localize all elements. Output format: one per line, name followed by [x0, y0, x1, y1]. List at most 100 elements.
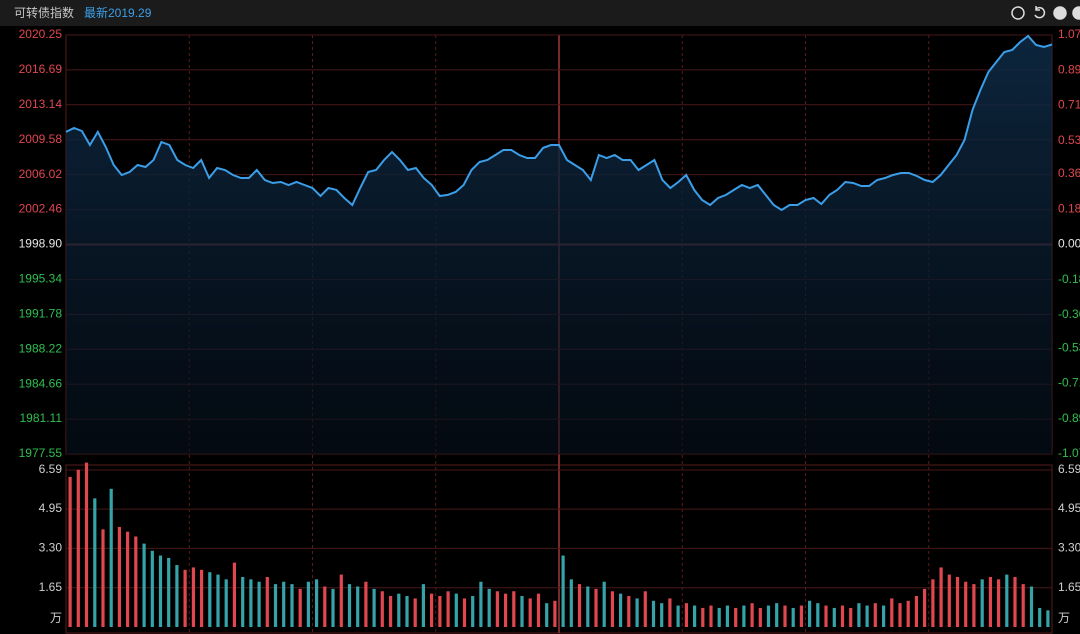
volume-bar [1021, 584, 1025, 627]
volume-bar [775, 603, 779, 627]
y-tick-label: 2020.25 [19, 27, 63, 41]
volume-bar [109, 488, 113, 627]
volume-bar [126, 531, 130, 627]
y2-tick-label: -0.89 [1058, 411, 1080, 425]
y-tick-label: 2016.69 [19, 62, 63, 76]
y2-tick-label: 0.00 [1058, 237, 1080, 251]
volume-bar [750, 603, 754, 627]
y2-tick-label: -0.53 [1058, 340, 1080, 354]
volume-bar [536, 593, 541, 627]
y-tick-label: 2002.46 [19, 202, 63, 216]
volume-bar [857, 603, 861, 627]
volume-bar [553, 600, 557, 627]
volume-bar [232, 562, 236, 627]
volume-bar [734, 607, 738, 627]
y2-tick-label: -0.18 [1058, 272, 1080, 286]
volume-bar [76, 469, 80, 627]
volume-bar [1038, 607, 1042, 627]
volume-bar [799, 605, 803, 627]
volume-tick-label: 1.65 [39, 580, 63, 594]
volume-bar [923, 588, 927, 627]
volume-bar [898, 603, 902, 627]
volume-bar [93, 498, 97, 627]
volume-bar [446, 591, 450, 627]
y2-tick-label: -1.07 [1058, 446, 1080, 460]
volume-bar [914, 596, 918, 627]
volume-bar [150, 550, 154, 627]
volume-bar [495, 591, 499, 627]
volume-bar [890, 598, 894, 627]
volume-bar [273, 584, 278, 627]
y-tick-label: 1995.34 [19, 272, 63, 286]
volume-bar [873, 603, 877, 627]
y2-tick-label: 0.71 [1058, 98, 1080, 112]
y-tick-label: 1998.90 [19, 237, 63, 251]
settings-icon[interactable] [1011, 6, 1025, 20]
volume-bar [717, 607, 721, 627]
volume-tick-label: 3.30 [39, 541, 63, 555]
volume-bar [610, 591, 614, 627]
volume-bar [619, 593, 623, 627]
volume-bar [183, 569, 187, 627]
volume-bar [380, 591, 384, 627]
volume-bar [175, 565, 179, 627]
volume-bar [709, 605, 713, 627]
volume-bar [512, 591, 516, 627]
y-tick-label: 2013.14 [19, 97, 63, 111]
y-tick-label: 1981.11 [20, 411, 63, 425]
volume-bar [766, 605, 771, 627]
volume-bar [528, 598, 532, 627]
volume-bar [462, 598, 467, 627]
volume-unit: 万 [50, 611, 62, 625]
volume-tick-label-right: 3.30 [1058, 541, 1080, 555]
volume-bar [840, 605, 845, 627]
volume-bar [323, 586, 327, 627]
back-icon[interactable] [1034, 6, 1046, 19]
zoom-in-icon[interactable] [1053, 6, 1067, 20]
volume-bar [594, 588, 598, 627]
volume-bar [117, 526, 121, 627]
y2-tick-label: 1.07 [1058, 27, 1080, 41]
volume-bar [167, 557, 171, 627]
volume-bar [306, 581, 310, 627]
volume-bar [676, 605, 680, 627]
volume-bar [101, 529, 105, 627]
zoom-out-icon[interactable] [1072, 6, 1080, 20]
toolbar [1011, 6, 1080, 20]
volume-bar [1013, 576, 1017, 627]
volume-bar [158, 555, 163, 627]
volume-bar [413, 598, 417, 627]
volume-bar [947, 574, 951, 627]
volume-bar [298, 588, 302, 627]
volume-bar [791, 607, 795, 627]
volume-bar [216, 574, 220, 627]
volume-bar [988, 576, 992, 627]
volume-bar [849, 607, 853, 627]
volume-bar [742, 605, 746, 627]
volume-bar [421, 584, 425, 627]
volume-bar [701, 607, 705, 627]
volume-bar [84, 462, 89, 627]
volume-bar [824, 605, 828, 627]
y-tick-label: 1991.78 [19, 307, 63, 321]
volume-bar [471, 596, 475, 627]
volume-tick-label-right: 6.59 [1058, 462, 1080, 476]
chart-title: 可转债指数 [14, 5, 74, 20]
price-line [65, 34, 1053, 212]
volume-tick-label: 6.59 [39, 462, 63, 476]
volume-bar [783, 605, 787, 627]
volume-bar [191, 567, 195, 627]
y-tick-label: 2009.58 [19, 132, 63, 146]
latest-price: 最新2019.29 [84, 5, 152, 20]
header-bar [0, 0, 1080, 26]
volume-bar [906, 600, 910, 627]
volume-bar [627, 596, 631, 627]
y2-tick-label: -0.36 [1058, 307, 1080, 321]
volume-bar [832, 607, 836, 627]
volume-bar [586, 586, 590, 627]
volume-bar [668, 598, 672, 627]
volume-bar [68, 476, 72, 627]
volume-bar [569, 579, 573, 627]
